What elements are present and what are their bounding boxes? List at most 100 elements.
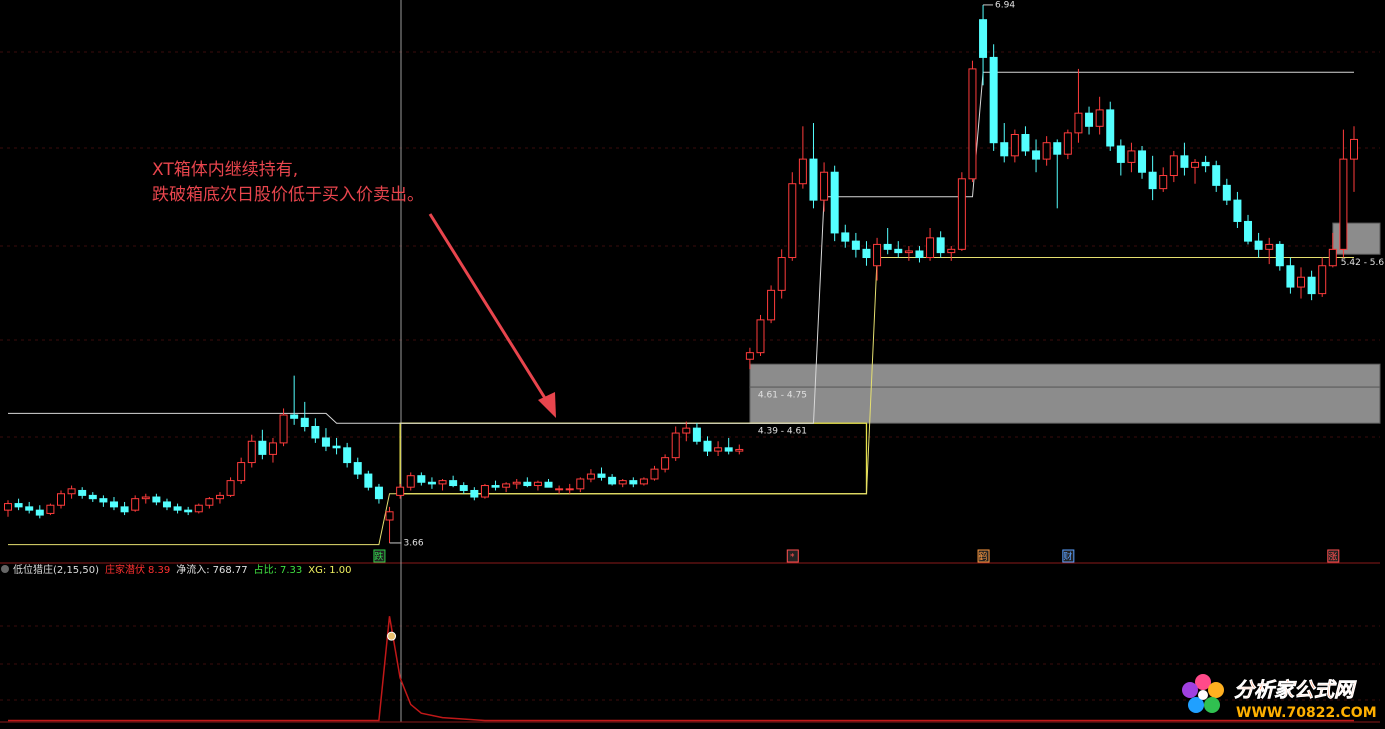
indicator-marker bbox=[387, 631, 397, 641]
candle-body bbox=[1127, 150, 1136, 163]
candle-body bbox=[1085, 112, 1094, 127]
indicator-header: 低位猎庄(2,15,50) 庄家潜伏 8.39 净流入: 768.77 占比: 7.33 XG… bbox=[13, 563, 352, 576]
logo-petal bbox=[1208, 682, 1224, 698]
candle-body bbox=[682, 427, 691, 434]
candle-body bbox=[1021, 134, 1030, 152]
candle-body bbox=[162, 501, 171, 508]
candle-body bbox=[1297, 276, 1306, 288]
candle-body bbox=[639, 478, 648, 485]
candle-body bbox=[873, 243, 882, 267]
candle-body bbox=[427, 481, 436, 485]
logo-petal bbox=[1182, 682, 1198, 698]
logo-center bbox=[1198, 690, 1208, 700]
candle-body bbox=[78, 489, 87, 496]
level-line bbox=[8, 71, 1354, 424]
candle-body bbox=[438, 480, 447, 485]
candle-body bbox=[279, 414, 288, 444]
candle-body bbox=[364, 473, 373, 488]
arrow-shaft bbox=[428, 213, 550, 404]
candle-body bbox=[173, 506, 182, 511]
annotation: 跌破箱底次日股价低于买入价卖出。 bbox=[152, 185, 424, 205]
signal-badge bbox=[1062, 549, 1075, 563]
signal-text: * bbox=[790, 553, 795, 563]
candle-body bbox=[1116, 145, 1125, 163]
candle-body bbox=[926, 237, 935, 259]
candle-body bbox=[247, 440, 256, 464]
candle-body bbox=[618, 480, 627, 485]
candle-body bbox=[1032, 150, 1041, 160]
signal-text: 涨 bbox=[1328, 552, 1337, 563]
candle-body bbox=[290, 414, 299, 419]
candle-body bbox=[141, 496, 150, 500]
candle-body bbox=[809, 158, 818, 201]
high-label: 6.94 bbox=[995, 0, 1015, 10]
signal-text: 鹤 bbox=[979, 551, 988, 563]
grid bbox=[0, 51, 1380, 701]
candle-body bbox=[14, 503, 23, 508]
signal-badge bbox=[977, 549, 990, 563]
candle-body bbox=[25, 506, 34, 511]
candle-body bbox=[332, 445, 341, 449]
candle-body bbox=[767, 289, 776, 321]
field-label: 净流入: bbox=[176, 563, 209, 576]
candle-body bbox=[904, 250, 913, 254]
candle-body bbox=[745, 352, 754, 360]
price-zone bbox=[749, 386, 1381, 424]
candle-body bbox=[1191, 161, 1200, 168]
candle-body bbox=[1159, 175, 1168, 190]
candle-body bbox=[406, 475, 415, 488]
field-value: 7.33 bbox=[280, 565, 302, 576]
candle-body bbox=[1350, 138, 1358, 160]
candle-body bbox=[459, 485, 468, 491]
candle-body bbox=[1275, 243, 1284, 267]
candle-body bbox=[152, 496, 161, 503]
signal-badge bbox=[373, 549, 386, 563]
candle-body bbox=[820, 171, 829, 201]
candle-body bbox=[671, 432, 680, 459]
logo-petal bbox=[1204, 697, 1220, 713]
annotation-arrow bbox=[428, 213, 556, 418]
candle-body bbox=[1254, 240, 1263, 250]
candle-body bbox=[311, 425, 320, 439]
field-value: 8.39 bbox=[148, 565, 170, 576]
candle-body bbox=[798, 158, 807, 185]
candle-body bbox=[4, 503, 12, 511]
candle-body bbox=[205, 498, 214, 506]
candle-body bbox=[608, 476, 617, 485]
candle-body bbox=[480, 485, 489, 498]
candle-body bbox=[1212, 165, 1221, 186]
candle-body bbox=[555, 488, 564, 491]
candle-body bbox=[99, 498, 108, 503]
candle-body bbox=[714, 447, 723, 452]
price-panel: 4.61 - 4.75 4.39 - 4.61 5.42 - 5.61 6.94 3.6… bbox=[4, 0, 1385, 563]
candle-body bbox=[883, 243, 892, 250]
candle-body bbox=[788, 183, 797, 259]
candle-body bbox=[268, 442, 277, 455]
candle-body bbox=[120, 506, 129, 513]
candle-body bbox=[979, 19, 988, 58]
candle-body bbox=[131, 498, 140, 511]
candle-body bbox=[1010, 134, 1019, 157]
field-label: XG: bbox=[308, 565, 326, 576]
candle-body bbox=[1201, 161, 1210, 167]
indicator-panel bbox=[8, 616, 1354, 722]
candle-body bbox=[1000, 142, 1009, 157]
candle-body bbox=[321, 437, 330, 447]
low-label: 3.66 bbox=[404, 538, 424, 548]
signal-text: 跌 bbox=[374, 552, 383, 563]
logo-petal bbox=[1188, 697, 1204, 713]
zone-label: 5.42 - 5.61 bbox=[1341, 258, 1385, 268]
candle-body bbox=[258, 440, 267, 455]
zone-label: 4.61 - 4.75 bbox=[758, 391, 807, 401]
candle-body bbox=[1307, 276, 1316, 295]
candle-body bbox=[915, 250, 924, 259]
candle-body bbox=[830, 171, 839, 234]
candle-body bbox=[1148, 171, 1157, 190]
candle-body bbox=[1074, 112, 1083, 134]
candle-body bbox=[576, 478, 585, 490]
panel-icon bbox=[1, 565, 9, 573]
candle-body bbox=[300, 417, 309, 427]
candle-body bbox=[88, 494, 97, 500]
candle-body bbox=[1042, 142, 1051, 160]
